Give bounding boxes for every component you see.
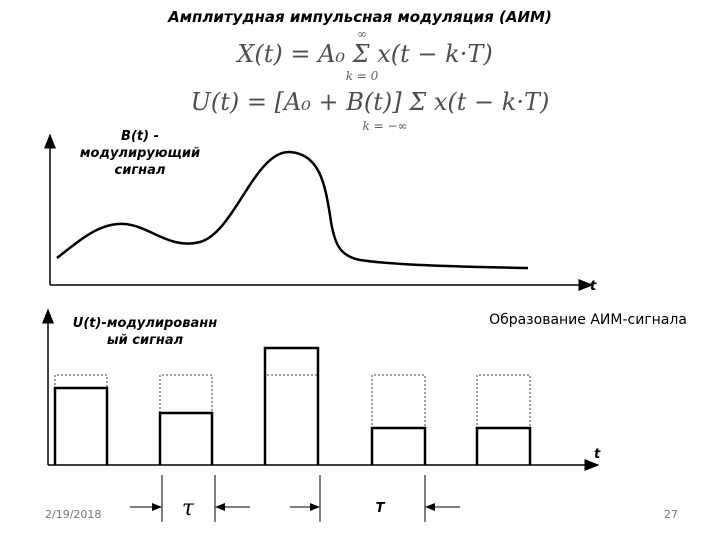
formula-limit: k = 0 xyxy=(346,69,379,83)
period-label: T xyxy=(376,501,386,516)
label: сигнал xyxy=(115,163,166,178)
page-number: 27 xyxy=(664,508,678,521)
tau-label: τ xyxy=(182,496,195,521)
modulated-pulses xyxy=(53,346,532,465)
carrier-pulses xyxy=(54,374,531,465)
axis-label: t xyxy=(590,279,597,294)
formula: U(t) = [A₀ + B(t)] Σ x(t − k·T) xyxy=(191,88,550,116)
dimension-lines xyxy=(130,475,460,522)
axis-label: t xyxy=(594,447,601,462)
label: модулирующий xyxy=(80,146,200,161)
label: B(t) - xyxy=(121,129,159,144)
formula-limit: k = −∞ xyxy=(362,119,407,133)
label: ый сигнал xyxy=(107,333,184,348)
caption: Образование АИМ-сигнала xyxy=(489,312,687,328)
title: Амплитудная импульсная модуляция (АИМ) xyxy=(167,8,552,26)
formula: X(t) = A₀ Σ x(t − k·T) xyxy=(235,40,492,68)
label: U(t)-модулированн xyxy=(73,316,217,331)
modulating-curve xyxy=(56,150,529,270)
date: 2/19/2018 xyxy=(45,508,101,521)
formula-limit: ∞ xyxy=(357,27,367,41)
